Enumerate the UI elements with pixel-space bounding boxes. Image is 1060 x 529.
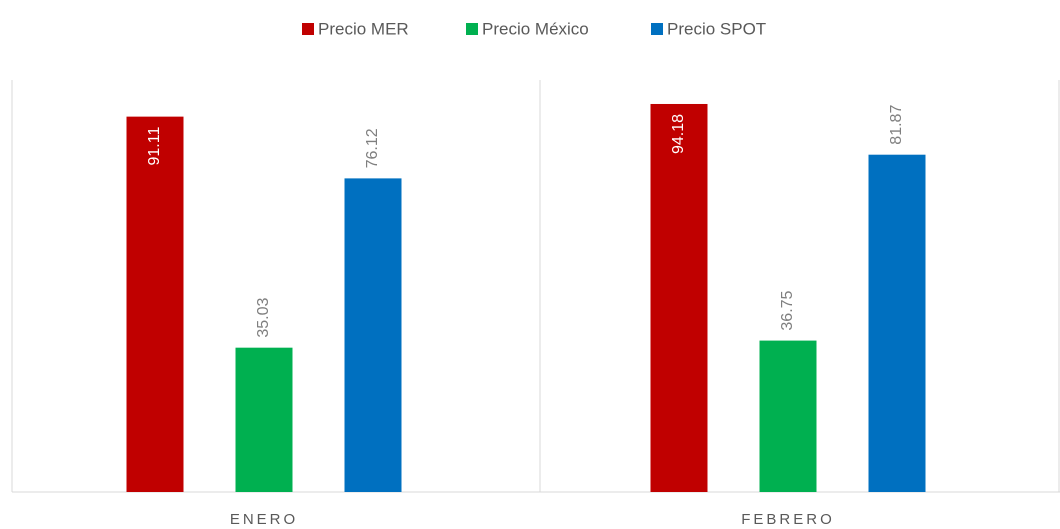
legend-label: Precio MER (318, 19, 409, 38)
bar (759, 340, 817, 492)
data-label: 76.12 (364, 128, 381, 168)
bar (868, 154, 926, 492)
bar (235, 347, 293, 492)
bar (344, 178, 402, 492)
bar (650, 103, 708, 493)
data-label: 36.75 (779, 290, 796, 330)
data-label: 81.87 (888, 105, 905, 145)
x-tick-label: ENERO (230, 511, 298, 528)
legend-swatch (302, 23, 314, 35)
data-label: 91.11 (146, 127, 163, 166)
x-tick-label: FEBRERO (741, 511, 835, 528)
legend-swatch (651, 23, 663, 35)
legend-label: Precio SPOT (667, 19, 766, 38)
bar (126, 116, 184, 492)
legend-swatch (466, 23, 478, 35)
data-label: 35.03 (255, 298, 272, 338)
data-label: 94.18 (670, 114, 687, 154)
legend-label: Precio México (482, 19, 589, 38)
